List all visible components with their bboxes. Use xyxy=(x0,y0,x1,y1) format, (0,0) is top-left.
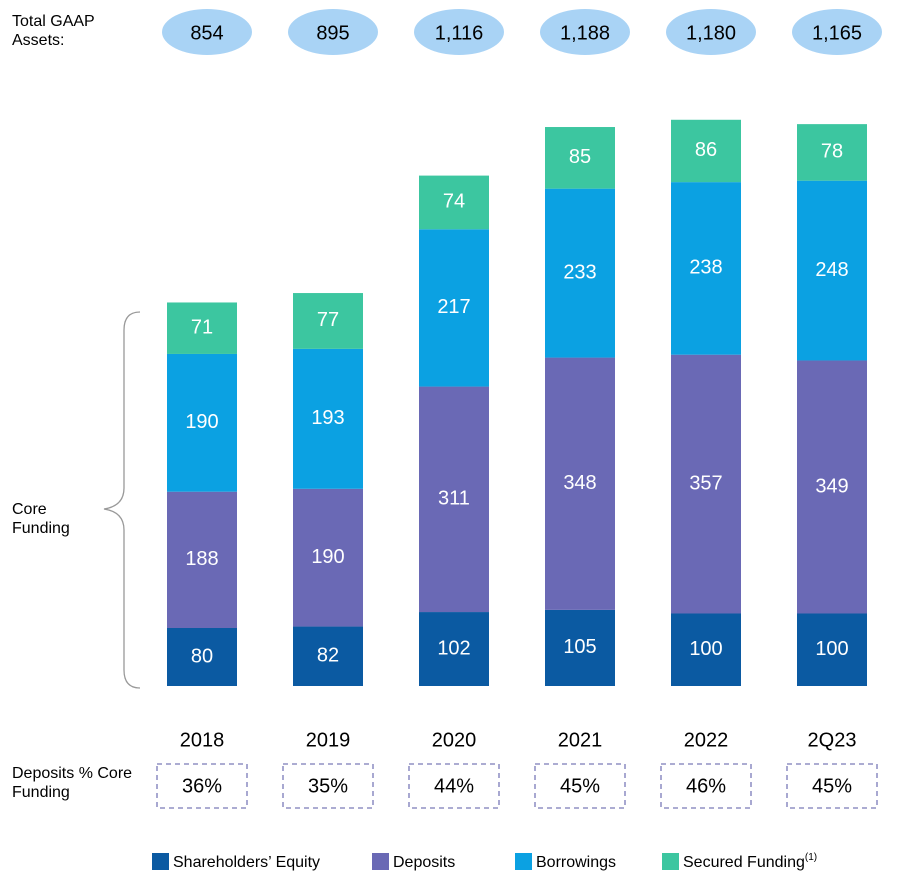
core-funding-label: Core Funding xyxy=(12,501,70,537)
legend-swatch xyxy=(662,853,679,870)
data-label: 86 xyxy=(695,139,717,161)
data-label: 80 xyxy=(191,645,213,667)
x-tick-label: 2022 xyxy=(684,729,729,751)
bar-segment xyxy=(671,354,741,614)
total-assets-bubble xyxy=(162,9,252,55)
total-assets-bubble xyxy=(540,9,630,55)
data-label: 100 xyxy=(689,638,722,660)
legend-swatch xyxy=(372,853,389,870)
deposits-pct-box xyxy=(156,763,248,809)
data-label: 71 xyxy=(191,316,213,338)
bar-segment xyxy=(167,353,237,492)
x-tick-label: 2Q23 xyxy=(808,729,857,751)
deposits-pct-box xyxy=(534,763,626,809)
deposits-pct-box xyxy=(786,763,878,809)
data-label: 193 xyxy=(311,407,344,429)
deposits-pct-value: 35% xyxy=(308,775,348,797)
total-assets-value: 1,188 xyxy=(560,22,610,44)
data-label: 78 xyxy=(821,141,843,163)
data-label: 105 xyxy=(563,636,596,658)
total-assets-bubble xyxy=(666,9,756,55)
deposits-pct-box xyxy=(660,763,752,809)
bar-segment xyxy=(545,127,615,189)
bar-segment xyxy=(293,488,363,627)
legend-footnote: (1) xyxy=(805,852,817,863)
bar-segment xyxy=(293,626,363,686)
data-label: 349 xyxy=(815,475,848,497)
data-label: 85 xyxy=(569,146,591,168)
x-tick-label: 2018 xyxy=(180,729,225,751)
bar-segment xyxy=(167,491,237,628)
legend-label: Secured Funding(1) xyxy=(683,852,817,872)
data-label: 357 xyxy=(689,472,722,494)
bar-segment xyxy=(797,180,867,361)
data-label: 188 xyxy=(185,548,218,570)
bar-segment xyxy=(671,182,741,355)
data-label: 238 xyxy=(689,257,722,279)
data-label: 217 xyxy=(437,296,470,318)
legend-name: Shareholders’ Equity xyxy=(173,854,320,871)
bar-segment xyxy=(293,293,363,349)
bar-segment xyxy=(671,119,741,183)
deposits-pct-value: 44% xyxy=(434,775,474,797)
legend-name: Borrowings xyxy=(536,854,616,871)
total-assets-value: 895 xyxy=(316,22,349,44)
bar-segment xyxy=(797,360,867,614)
deposits-pct-value: 45% xyxy=(560,775,600,797)
bar-segment xyxy=(167,628,237,686)
bar-segment xyxy=(797,124,867,181)
data-label: 100 xyxy=(815,638,848,660)
legend-name: Deposits xyxy=(393,854,455,871)
total-assets-value: 1,165 xyxy=(812,22,862,44)
deposits-pct-box xyxy=(408,763,500,809)
total-assets-bubble xyxy=(414,9,504,55)
bar-segment xyxy=(419,386,489,613)
x-tick-label: 2020 xyxy=(432,729,477,751)
bar-segment xyxy=(293,348,363,489)
bar-segment xyxy=(797,613,867,686)
total-assets-value: 854 xyxy=(190,22,223,44)
legend-swatch xyxy=(152,853,169,870)
total-assets-value: 1,116 xyxy=(435,22,484,44)
data-label: 190 xyxy=(311,546,344,568)
data-label: 311 xyxy=(438,488,470,510)
total-assets-bubble xyxy=(792,9,882,55)
core-funding-brace xyxy=(103,311,141,689)
data-label: 190 xyxy=(185,411,218,433)
bar-segment xyxy=(419,175,489,230)
legend-swatch xyxy=(515,853,532,870)
total-assets-label: Total GAAP Assets: xyxy=(12,13,95,49)
total-assets-value: 1,180 xyxy=(686,22,736,44)
deposits-pct-box xyxy=(282,763,374,809)
bar-segment xyxy=(545,609,615,686)
total-assets-bubble xyxy=(288,9,378,55)
legend-label: Shareholders’ Equity xyxy=(173,854,320,871)
deposits-pct-label: Deposits % Core Funding xyxy=(12,765,133,801)
data-label: 102 xyxy=(437,637,470,659)
x-tick-label: 2019 xyxy=(306,729,351,751)
bar-segment xyxy=(545,357,615,610)
data-label: 74 xyxy=(443,191,465,213)
legend-name: Secured Funding xyxy=(683,854,805,871)
data-label: 348 xyxy=(563,472,596,494)
deposits-pct-value: 46% xyxy=(686,775,726,797)
deposits-pct-value: 45% xyxy=(812,775,852,797)
data-label: 233 xyxy=(563,261,596,283)
legend-label: Deposits xyxy=(393,854,455,871)
bar-segment xyxy=(167,302,237,354)
data-label: 248 xyxy=(815,259,848,281)
bar-segment xyxy=(419,229,489,387)
legend-label: Borrowings xyxy=(536,854,616,871)
data-label: 77 xyxy=(317,309,339,331)
data-label: 82 xyxy=(317,645,339,667)
bar-segment xyxy=(419,612,489,686)
x-tick-label: 2021 xyxy=(558,729,603,751)
deposits-pct-value: 36% xyxy=(182,775,222,797)
bar-segment xyxy=(545,188,615,358)
bar-segment xyxy=(671,613,741,686)
